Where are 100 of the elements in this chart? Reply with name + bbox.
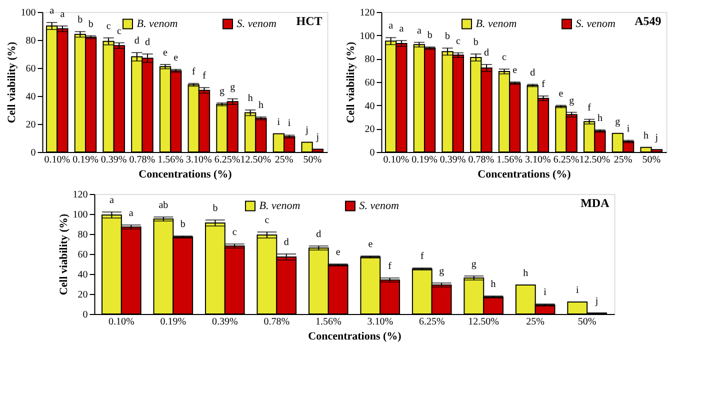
data-label: g (230, 82, 236, 93)
data-label: i (544, 287, 547, 298)
legend-label: S. venom (359, 200, 400, 212)
x-tick-label: 0.19% (412, 154, 438, 166)
x-tick-label: 0.78% (129, 154, 156, 166)
data-label: g (471, 259, 476, 270)
data-label: f (420, 251, 424, 262)
data-label: a (50, 6, 55, 16)
x-tick-label: 3.10% (186, 154, 212, 166)
data-label: d (284, 237, 289, 248)
x-tick-label: 1.56% (315, 316, 342, 328)
x-tick-label: 3.10% (525, 154, 551, 166)
x-tick-label: 1.56% (158, 154, 184, 166)
x-tick-label: 12.50% (468, 316, 500, 328)
y-tick-label: 120 (360, 8, 375, 18)
x-tick-label: 0.10% (383, 154, 410, 166)
data-label: i (626, 123, 630, 134)
y-tick-label: 80 (26, 36, 36, 46)
y-tick-label: 20 (26, 120, 36, 130)
legend-label: B. venom (136, 18, 178, 30)
data-label: f (588, 102, 592, 114)
x-tick-label: 0.39% (440, 154, 466, 166)
data-label: h (523, 268, 528, 279)
data-label: b (212, 203, 218, 214)
data-label: h (490, 279, 496, 290)
x-tick-label: 0.19% (160, 316, 186, 328)
data-label: b (180, 219, 186, 230)
x-tick-label: 0.39% (212, 316, 238, 328)
data-label: c (456, 36, 461, 47)
chart-title: HCT (296, 14, 322, 28)
legend-label: S. venom (236, 18, 277, 30)
data-label: b (445, 31, 450, 42)
data-label: e (163, 48, 168, 58)
data-label: g (439, 266, 444, 277)
data-label: a (416, 25, 422, 36)
x-tick-label: 0.39% (100, 154, 127, 166)
data-label: d (484, 48, 490, 58)
y-tick-label: 60 (26, 64, 36, 74)
y-tick-label: 100 (20, 8, 36, 18)
legend-label: S. venom (576, 18, 616, 30)
data-label: e (336, 247, 341, 258)
data-label: b (78, 14, 83, 26)
data-label: f (388, 261, 392, 272)
data-label: b (427, 30, 432, 41)
y-tick-label: 20 (78, 290, 88, 300)
data-label: j (315, 132, 320, 144)
x-tick-label: 12.50% (240, 154, 272, 166)
x-tick-label: 3.10% (367, 316, 394, 328)
y-tick-label: 60 (364, 78, 375, 88)
data-label: e (512, 65, 518, 76)
data-label: d (316, 229, 322, 240)
y-tick-label: 80 (364, 54, 375, 66)
data-label: d (530, 67, 536, 78)
data-label: ab (158, 200, 168, 211)
data-label: c (264, 215, 270, 226)
x-tick-label: 0.19% (72, 154, 98, 166)
data-label: j (654, 132, 658, 144)
data-label: d (134, 36, 140, 47)
x-axis-title: Concentrations (%) (478, 168, 572, 180)
data-label: g (615, 116, 620, 128)
y-tick-label: 40 (364, 100, 375, 112)
data-label: c (502, 52, 508, 64)
data-label: j (594, 296, 598, 307)
data-label: a (399, 24, 404, 35)
y-tick-label: 0 (30, 148, 36, 158)
x-tick-label: 12.50% (579, 154, 610, 166)
y-tick-label: 60 (78, 250, 88, 260)
data-label: a (109, 195, 114, 206)
data-label: i (288, 118, 291, 130)
data-label: f (542, 79, 546, 90)
x-tick-label: 50% (578, 316, 596, 328)
y-tick-label: 100 (72, 210, 88, 220)
x-tick-label: 50% (303, 154, 322, 166)
data-label: g (569, 95, 574, 106)
x-tick-label: 0.78% (264, 316, 290, 328)
y-tick-label: 0 (82, 310, 88, 320)
data-label: a (60, 9, 66, 20)
data-label: i (576, 285, 579, 296)
chart-title: MDA (580, 196, 610, 210)
data-label: e (174, 52, 179, 64)
x-axis-title: Concentrations (%) (138, 168, 232, 180)
x-tick-label: 0.10% (44, 154, 70, 166)
data-label: d (145, 37, 150, 48)
data-label: g (219, 86, 224, 97)
data-label: e (558, 88, 564, 100)
x-tick-label: 6.25% (418, 316, 445, 328)
data-label: c (116, 26, 122, 37)
data-label: b (88, 18, 94, 30)
x-axis-title: Concentrations (%) (308, 330, 402, 342)
x-tick-label: 6.25% (553, 154, 580, 166)
y-tick-label: 40 (26, 92, 36, 102)
y-tick-label: 120 (72, 190, 88, 200)
x-tick-label: 25% (274, 154, 294, 166)
y-tick-label: 40 (78, 270, 88, 280)
data-label: e (368, 239, 374, 250)
data-label: a (128, 208, 134, 219)
legend-label: B. venom (476, 18, 517, 30)
x-tick-label: 25% (614, 154, 632, 166)
y-tick-label: 80 (78, 230, 88, 240)
data-label: c (232, 227, 238, 238)
